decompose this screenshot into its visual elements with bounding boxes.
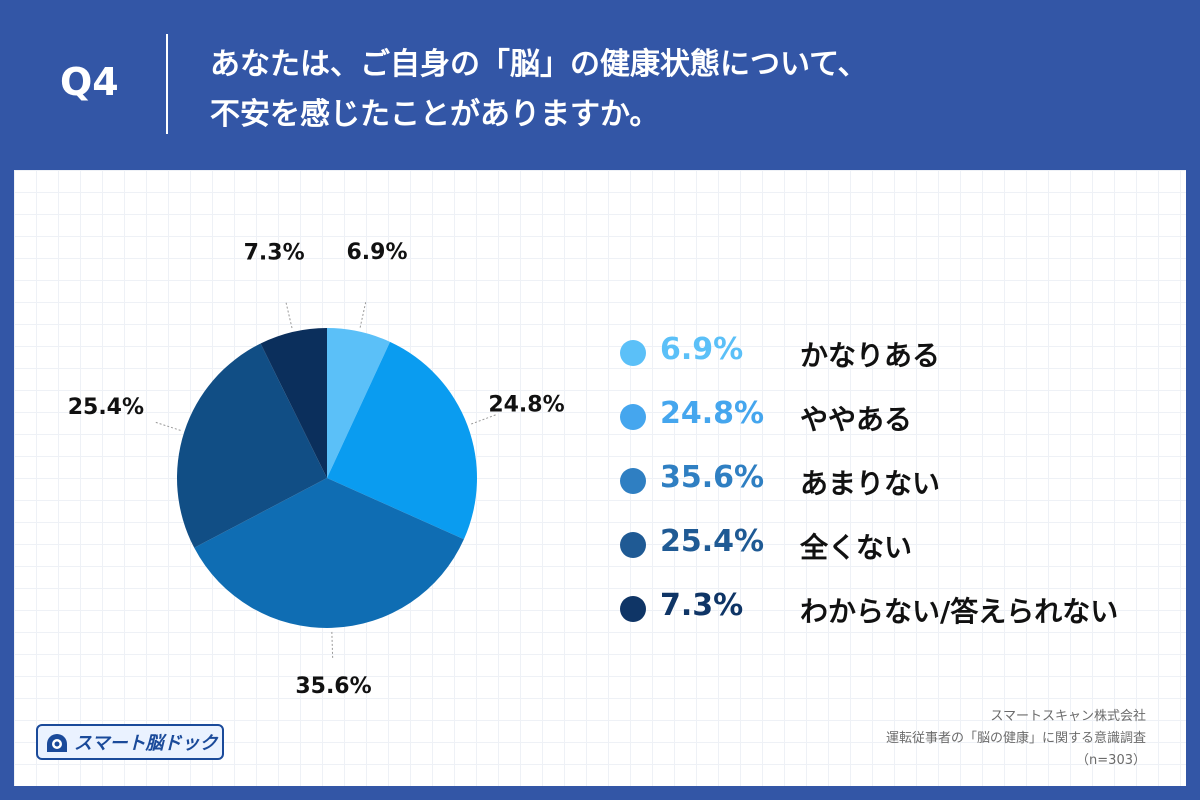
logo-text: スマート脳ドック	[74, 733, 218, 754]
legend-item: 7.3% わからない/答えられない	[620, 586, 1180, 650]
legend-item: 24.8% ややある	[620, 394, 1180, 458]
legend-item: 6.9% かなりある	[620, 330, 1180, 394]
leader-line	[155, 421, 181, 431]
brand-logo: スマート脳ドック	[36, 718, 226, 762]
leader-line	[331, 631, 334, 658]
chart-panel: 6.9% 24.8% 35.6% 25.4% 7.3% 6.9% かなりある 24.8%…	[14, 170, 1186, 786]
question-text: あなたは、ご自身の「脳」の健康状態について、 不安を感じたことがありますか。	[210, 40, 1110, 140]
brain-dock-icon	[47, 734, 67, 752]
legend-item: 35.6% あまりない	[620, 458, 1180, 522]
source-survey: 運転従事者の「脳の健康」に関する意識調査	[885, 731, 1146, 746]
source-company: スマートスキャン株式会社	[990, 709, 1146, 724]
legend-swatch	[620, 468, 646, 494]
pie-value-label: 25.4%	[68, 395, 144, 420]
legend-label: 全くない	[800, 531, 913, 564]
legend-item: 25.4% 全くない	[620, 522, 1180, 586]
legend-swatch	[620, 404, 646, 430]
pie-slice-3	[194, 478, 464, 628]
legend-swatch	[620, 596, 646, 622]
legend-label: わからない/答えられない	[800, 595, 1119, 628]
pie-value-label: 6.9%	[346, 240, 407, 265]
legend-percent: 6.9%	[660, 332, 744, 367]
legend-swatch	[620, 340, 646, 366]
logo-badge: スマート脳ドック	[36, 724, 224, 760]
source-sample-size: （n=303）	[1076, 753, 1146, 768]
legend-percent: 35.6%	[660, 460, 765, 495]
legend-percent: 24.8%	[660, 396, 765, 431]
source-note: スマートスキャン株式会社 運転従事者の「脳の健康」に関する意識調査 （n=303…	[646, 706, 1146, 772]
pie-slice-4	[176, 343, 327, 548]
question-line-2: 不安を感じたことがありますか。	[210, 97, 660, 132]
header-divider	[166, 34, 168, 134]
pie-slice-5	[260, 328, 327, 478]
pie-slice-2	[327, 341, 478, 540]
pie-chart: 6.9% 24.8% 35.6% 25.4% 7.3%	[68, 240, 565, 699]
legend-label: ややある	[800, 403, 913, 436]
question-line-1: あなたは、ご自身の「脳」の健康状態について、	[210, 47, 868, 82]
legend-swatch	[620, 532, 646, 558]
legend-label: あまりない	[800, 467, 941, 500]
pie-value-label: 7.3%	[244, 241, 305, 266]
pie-value-label: 24.8%	[488, 392, 564, 417]
legend: 6.9% かなりある 24.8% ややある 35.6% あまりない 25.4% …	[620, 330, 1180, 650]
question-number: Q4	[60, 60, 119, 104]
legend-percent: 7.3%	[660, 588, 744, 623]
pie-slice-1	[327, 328, 391, 478]
leader-line	[285, 302, 293, 329]
legend-label: かなりある	[800, 339, 941, 372]
leader-line	[359, 302, 367, 328]
legend-percent: 25.4%	[660, 524, 765, 559]
pie-value-label: 35.6%	[295, 674, 371, 699]
header: Q4 あなたは、ご自身の「脳」の健康状態について、 不安を感じたことがありますか…	[0, 0, 1200, 170]
leader-line	[471, 414, 496, 425]
